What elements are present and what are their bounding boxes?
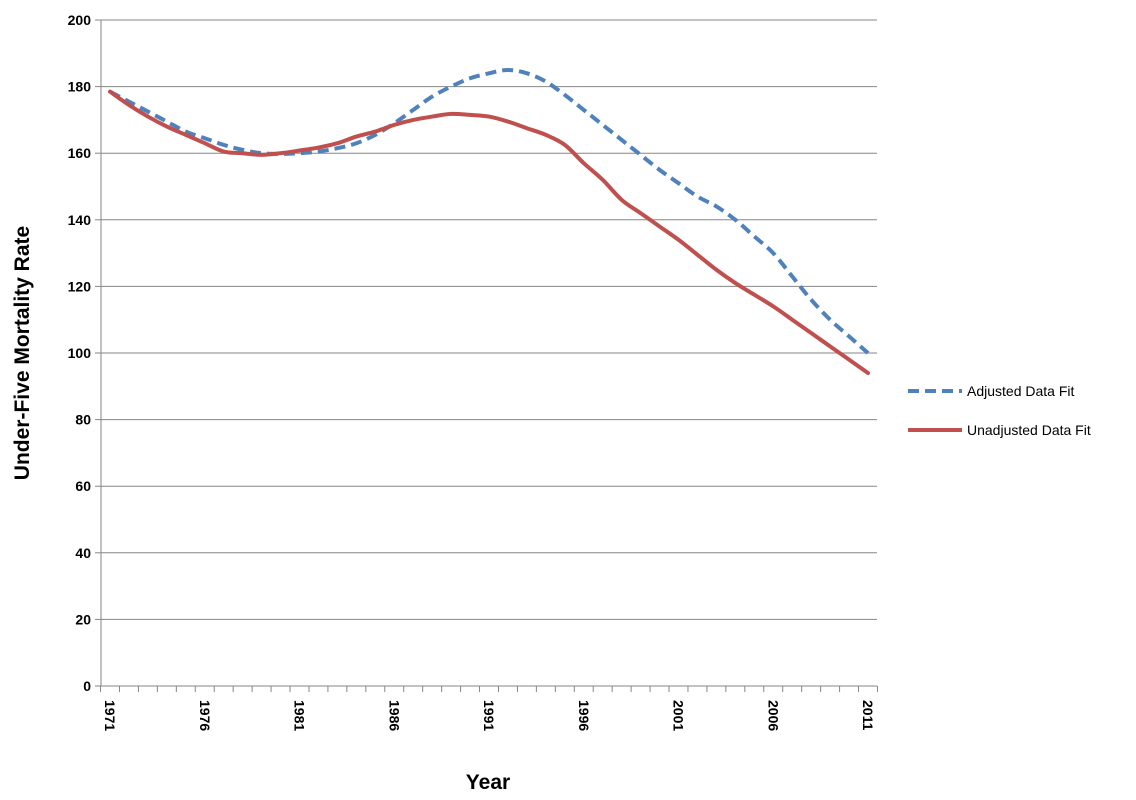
x-axis-tick-labels: 1971 1976 1981 1986 1991 1996 2001 2006 2011: [102, 700, 876, 731]
y-tick-label: 160: [68, 145, 92, 161]
y-tick-label: 80: [75, 412, 91, 428]
x-axis-ticks: [100, 686, 878, 692]
legend: Adjusted Data Fit Unadjusted Data Fit: [908, 383, 1091, 438]
series-line-adjusted: [109, 67, 870, 355]
legend-label-adjusted: Adjusted Data Fit: [967, 383, 1074, 399]
y-tick-label: 140: [68, 212, 92, 228]
series-line-unadjusted: [108, 89, 870, 375]
y-tick-label: 120: [68, 278, 92, 294]
y-tick-label: 200: [68, 12, 92, 28]
gridlines: [101, 19, 877, 620]
x-tick-label: 1996: [576, 700, 592, 731]
x-tick-label: 1976: [197, 700, 213, 731]
y-tick-label: 0: [83, 678, 91, 694]
y-tick-label: 180: [68, 79, 92, 95]
y-axis-title: Under-Five Mortality Rate: [11, 226, 34, 480]
x-axis-title: Year: [466, 771, 510, 794]
y-tick-label: 100: [68, 345, 92, 361]
x-tick-label: 1971: [102, 700, 118, 731]
x-tick-label: 1991: [481, 700, 497, 731]
series-lines: [108, 67, 870, 375]
x-tick-label: 1981: [292, 700, 308, 731]
x-tick-label: 2011: [860, 700, 876, 731]
x-tick-label: 1986: [386, 700, 402, 731]
y-tick-label: 20: [75, 611, 91, 627]
plot-frame: [95, 19, 877, 687]
y-axis-tick-labels: 0 20 40 60 80 100 120 140 160 180 200: [68, 12, 92, 694]
y-tick-label: 40: [75, 545, 91, 561]
y-tick-label: 60: [75, 478, 91, 494]
legend-label-unadjusted: Unadjusted Data Fit: [967, 422, 1091, 438]
x-tick-label: 2001: [671, 700, 687, 731]
x-tick-label: 2006: [765, 700, 781, 731]
